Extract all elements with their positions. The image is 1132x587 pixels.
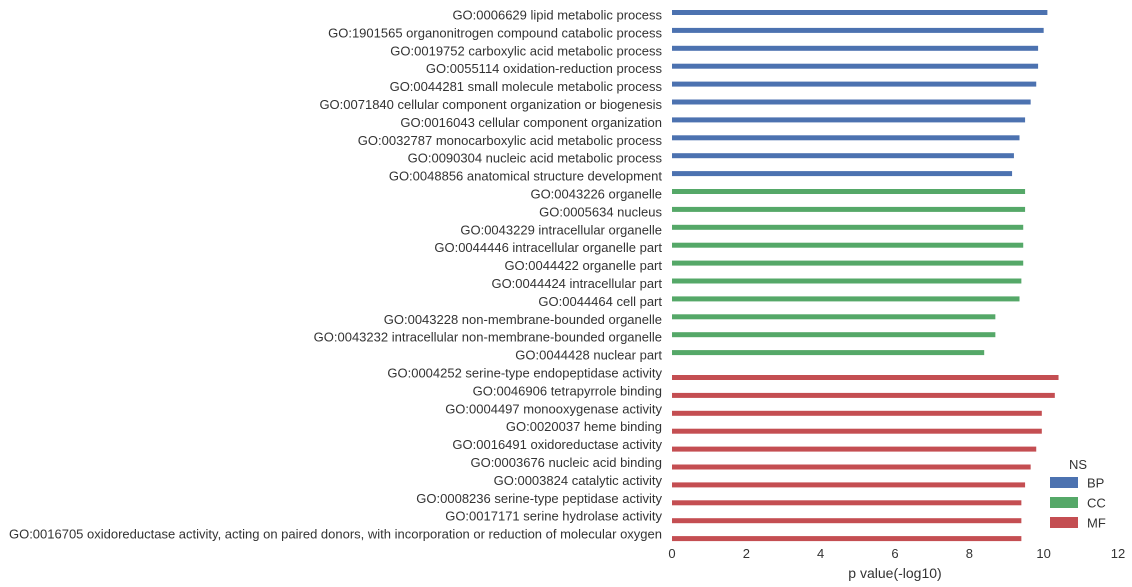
- bar-cc: [672, 206, 1026, 212]
- bar-mf: [672, 375, 1059, 380]
- category-label: GO:0004497 monooxygenase activity: [445, 401, 662, 416]
- bar-bp: [672, 27, 1044, 33]
- bar-cc: [672, 332, 996, 338]
- category-label: GO:1901565 organonitrogen compound catab…: [328, 25, 662, 40]
- category-label: GO:0006629 lipid metabolic process: [452, 8, 662, 23]
- bar-bp: [672, 153, 1014, 159]
- bar-mf: [672, 446, 1037, 452]
- category-label: GO:0055114 oxidation-reduction process: [426, 61, 663, 76]
- category-label: GO:0044422 organelle part: [504, 258, 662, 273]
- legend-swatch-bp: [1050, 477, 1078, 488]
- bar-cc: [672, 189, 1026, 194]
- bar-bp: [672, 63, 1039, 69]
- category-label: GO:0003676 nucleic acid binding: [470, 455, 662, 470]
- category-label: GO:0016705 oxidoreductase activity, acti…: [9, 527, 662, 542]
- category-label: GO:0032787 monocarboxylic acid metabolic…: [358, 133, 663, 148]
- category-label: GO:0008236 serine-type peptidase activit…: [416, 491, 662, 506]
- legend-label-bp: BP: [1087, 476, 1104, 491]
- bar-mf: [672, 410, 1042, 416]
- category-label: GO:0044424 intracellular part: [491, 276, 662, 291]
- bar-bp: [672, 10, 1048, 15]
- bar-cc: [672, 278, 1022, 284]
- legend-label-mf: MF: [1087, 516, 1106, 531]
- x-axis: 0 2 4 6 8 10 12: [668, 546, 1125, 561]
- category-label: GO:0016491 oxidoreductase activity: [452, 437, 662, 452]
- legend-swatch-cc: [1050, 497, 1078, 508]
- legend-swatch-mf: [1050, 517, 1078, 528]
- x-tick-label: 6: [891, 546, 898, 561]
- x-tick-label: 4: [817, 546, 824, 561]
- category-label: GO:0043226 organelle: [530, 187, 662, 202]
- x-tick-label: 0: [668, 546, 675, 561]
- category-label: GO:0005634 nucleus: [539, 204, 662, 219]
- bar-mf: [672, 518, 1022, 524]
- category-label: GO:0043228 non-membrane-bounded organell…: [384, 312, 662, 327]
- bar-mf: [672, 392, 1055, 398]
- legend-label-cc: CC: [1087, 496, 1106, 511]
- bar-bp: [672, 45, 1039, 51]
- category-label: GO:0017171 serine hydrolase activity: [445, 509, 662, 524]
- bar-bp: [672, 171, 1013, 177]
- category-labels: GO:0006629 lipid metabolic process GO:190…: [9, 8, 663, 542]
- category-label: GO:0044281 small molecule metabolic proc…: [390, 79, 663, 94]
- x-tick-label: 10: [1036, 546, 1050, 561]
- x-tick-label: 2: [743, 546, 750, 561]
- bar-mf: [672, 428, 1042, 434]
- category-label: GO:0048856 anatomical structure developm…: [389, 169, 663, 184]
- category-label: GO:0046906 tetrapyrrole binding: [473, 383, 662, 398]
- bar-mf: [672, 536, 1022, 542]
- x-axis-title: p value(-log10): [848, 565, 941, 581]
- bar-cc: [672, 242, 1024, 248]
- category-label: GO:0043229 intracellular organelle: [460, 222, 662, 237]
- category-label: GO:0071840 cellular component organizati…: [319, 97, 662, 112]
- category-label: GO:0003824 catalytic activity: [494, 473, 663, 488]
- category-label: GO:0004252 serine-type endopeptidase act…: [387, 366, 662, 381]
- category-label: GO:0019752 carboxylic acid metabolic pro…: [390, 43, 662, 58]
- bar-mf: [672, 464, 1031, 470]
- category-label: GO:0016043 cellular component organizati…: [400, 115, 662, 130]
- category-label: GO:0020037 heme binding: [506, 419, 662, 434]
- x-tick-label: 8: [966, 546, 973, 561]
- category-label: GO:0044446 intracellular organelle part: [434, 240, 662, 255]
- bar-bp: [672, 99, 1031, 105]
- bar-cc: [672, 296, 1020, 302]
- bar-bp: [672, 135, 1020, 141]
- bar-mf: [672, 482, 1026, 488]
- bar-cc: [672, 350, 985, 356]
- category-label: GO:0090304 nucleic acid metabolic proces…: [408, 151, 663, 166]
- bar-mf: [672, 500, 1022, 506]
- category-label: GO:0043232 intracellular non-membrane-bo…: [314, 330, 662, 345]
- bar-cc: [672, 314, 996, 320]
- bar-cc: [672, 260, 1024, 266]
- bar-bp: [672, 117, 1026, 123]
- bar-cc: [672, 224, 1024, 230]
- category-label: GO:0044464 cell part: [538, 294, 662, 309]
- x-tick-label: 12: [1111, 546, 1125, 561]
- category-label: GO:0044428 nuclear part: [515, 348, 662, 363]
- bar-bp: [672, 81, 1037, 87]
- legend-title: NS: [1069, 457, 1087, 472]
- legend: NS BP CC MF: [1050, 457, 1106, 531]
- bars: [672, 10, 1059, 542]
